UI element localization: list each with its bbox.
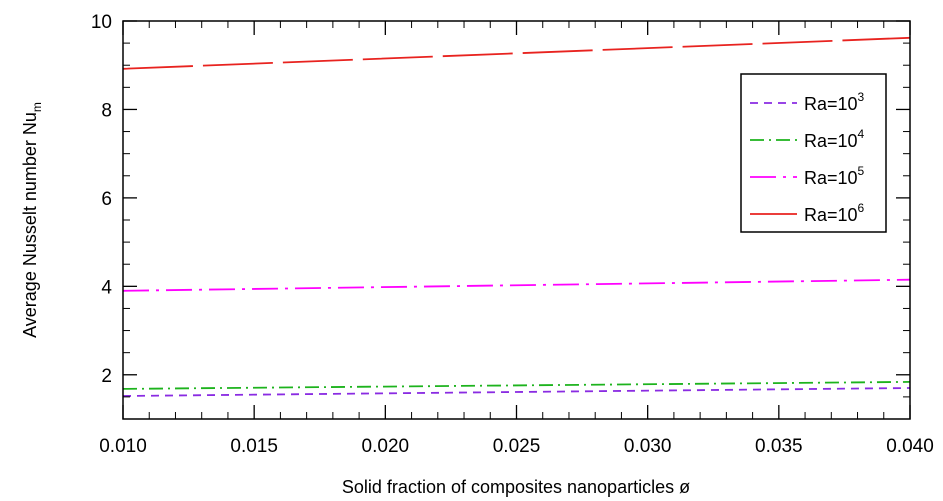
y-axis-title-subscript: m — [30, 102, 44, 112]
series-line-2 — [122, 278, 911, 292]
legend-label-2: Ra=105 — [804, 164, 865, 188]
x-tick-label: 0.035 — [755, 436, 803, 457]
x-axis-title: Solid fraction of composites nanoparticl… — [342, 477, 690, 497]
legend-label-3: Ra=106 — [804, 201, 865, 225]
y-axis-title: Average Nusselt number Num — [20, 102, 44, 338]
legend-frame — [740, 73, 887, 233]
x-tick-label: 0.025 — [493, 436, 541, 457]
legend: Ra=103 Ra=104 Ra=105 Ra=106 — [740, 73, 887, 233]
y-tick-label: 6 — [101, 189, 112, 210]
x-tick-label: 0.010 — [99, 436, 147, 457]
series-layer — [122, 36, 911, 397]
x-tick-label: 0.020 — [362, 436, 410, 457]
y-tick-label: 4 — [101, 277, 112, 298]
y-tick-label: 8 — [101, 100, 112, 121]
legend-label-0: Ra=103 — [804, 90, 865, 114]
x-tick-label: 0.030 — [624, 436, 672, 457]
series-line-0 — [122, 387, 911, 397]
x-tick-label: 0.015 — [230, 436, 278, 457]
y-tick-label: 2 — [101, 366, 112, 387]
y-axis-title-main: Average Nusselt number Nu — [20, 112, 40, 338]
y-tick-label: 10 — [91, 12, 112, 33]
legend-label-1: Ra=104 — [804, 127, 865, 151]
ticks-layer: 0.010 0.015 0.020 0.025 0.030 0.035 0.040 2 4 6 8 1… — [91, 12, 934, 457]
series-line-1 — [122, 381, 911, 390]
x-tick-label: 0.040 — [886, 436, 934, 457]
series-line-3 — [122, 36, 911, 70]
